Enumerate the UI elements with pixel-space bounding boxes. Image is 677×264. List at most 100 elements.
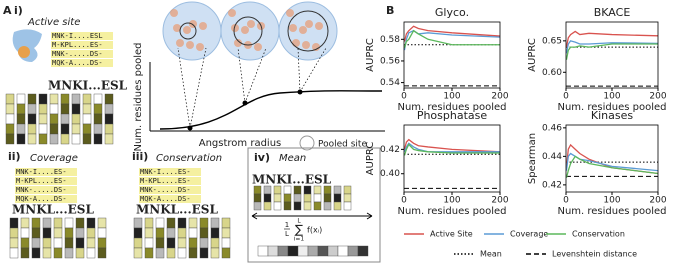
subpanel-title: Active site <box>27 17 80 28</box>
x-tick-label: 200 <box>491 196 508 206</box>
legend-circle <box>299 135 315 151</box>
mean-cell <box>297 245 309 257</box>
embedding-cell <box>199 217 209 229</box>
protein-patch <box>315 22 323 30</box>
embedding-cell <box>16 133 26 145</box>
embedding-cell <box>42 227 52 239</box>
embedding-cell <box>177 237 187 249</box>
consensus: MNKI...ESL <box>252 173 332 187</box>
subpanel-title: Coverage <box>30 153 78 164</box>
seq-highlight <box>139 177 201 185</box>
plot-frame <box>403 124 501 193</box>
embedding-cell <box>333 201 342 211</box>
embedding-cell <box>75 217 85 229</box>
legend-label: Active Site <box>430 230 473 239</box>
sequence: MNK-.....DS- <box>16 186 67 194</box>
chart-title: Phosphatase <box>417 109 488 122</box>
seq-highlight <box>51 32 113 40</box>
embedding-cell <box>82 123 92 135</box>
embedding-cell <box>283 201 292 211</box>
embedding-cell <box>104 133 114 145</box>
x-axis-label: Num. residues pooled <box>557 206 666 217</box>
protein-patch <box>186 41 194 49</box>
protein-patch <box>170 9 178 17</box>
mean-cell <box>357 245 369 257</box>
embedding-cell <box>343 185 352 195</box>
embedding-cell <box>64 237 74 249</box>
x-tick-label: 0 <box>563 92 569 102</box>
embedding-cell <box>31 227 41 239</box>
formula-body: f(xᵢ) <box>307 226 322 235</box>
embedding-cell <box>60 133 70 145</box>
embedding-cell <box>133 237 143 249</box>
protein-patch <box>299 26 307 34</box>
embedding-cell <box>343 193 352 203</box>
embedding-cell <box>71 123 81 135</box>
embedding-cell <box>5 123 15 135</box>
protein-patch <box>173 24 181 32</box>
legend-text: Pooled site <box>318 140 367 150</box>
protein-patch <box>247 20 255 28</box>
embedding-cell <box>27 103 37 115</box>
sequence: M-KPL....ES- <box>140 177 191 185</box>
embedding-cell <box>313 201 322 211</box>
embedding-cell <box>16 93 26 105</box>
sigmoid-curve <box>159 90 383 130</box>
embedding-cell <box>42 247 52 259</box>
y-tick-label: 0.42 <box>542 180 562 190</box>
embedding-cell <box>221 247 231 259</box>
embedding-cell <box>53 237 63 249</box>
embedding-cell <box>155 237 165 249</box>
embedding-cell <box>64 247 74 259</box>
x-tick-label: 200 <box>491 92 508 102</box>
embedding-cell <box>144 227 154 239</box>
sequence: MNK-I....ESL <box>52 32 103 40</box>
y-axis-label: Spearman <box>527 133 538 184</box>
protein-patch <box>289 24 297 32</box>
x-tick-label: 0 <box>563 196 569 206</box>
embedding-cell <box>253 201 262 211</box>
embedding-cell <box>38 103 48 115</box>
embedding-cell <box>199 227 209 239</box>
embedding-cell <box>16 103 26 115</box>
series-line <box>403 142 500 153</box>
y-tick-label: 0.44 <box>542 152 562 162</box>
chart-title: Kinases <box>591 109 633 122</box>
embedding-cell <box>155 247 165 259</box>
sequence: M-KPL....ES- <box>16 177 67 185</box>
protein-icon <box>12 29 42 62</box>
protein-patch <box>312 43 320 51</box>
pooled-site <box>179 22 197 40</box>
formula-num: 1 <box>285 221 289 229</box>
seq-highlight <box>15 186 77 194</box>
embedding-cell <box>75 227 85 239</box>
series-line <box>565 43 658 60</box>
y-tick-label: 0.40 <box>380 169 400 179</box>
embedding-cell <box>20 227 30 239</box>
y-tick-label: 0.60 <box>542 68 562 78</box>
y-tick-label: 0.58 <box>380 35 400 45</box>
embedding-cell <box>49 103 59 115</box>
embedding-cell <box>53 217 63 229</box>
embedding-cell <box>71 93 81 105</box>
mean-cell <box>307 245 319 257</box>
embedding-cell <box>82 133 92 145</box>
embedding-cell <box>323 185 332 195</box>
embedding-cell <box>82 103 92 115</box>
consensus: MNKI...ESL <box>48 79 128 93</box>
seq-highlight <box>15 195 77 203</box>
embedding-cell <box>93 113 103 125</box>
protein-patch <box>305 20 313 28</box>
y-tick-label: 0.42 <box>380 145 400 155</box>
embedding-cell <box>60 103 70 115</box>
plot-frame <box>565 124 659 193</box>
embedding-cell <box>16 113 26 125</box>
embedding-cell <box>210 217 220 229</box>
embedding-cell <box>53 227 63 239</box>
embedding-cell <box>49 93 59 105</box>
sequence: MNK-I....ES- <box>140 168 191 176</box>
embedding-cell <box>64 227 74 239</box>
embedding-cell <box>93 93 103 105</box>
mean-cell <box>337 245 349 257</box>
embedding-cell <box>5 103 15 115</box>
